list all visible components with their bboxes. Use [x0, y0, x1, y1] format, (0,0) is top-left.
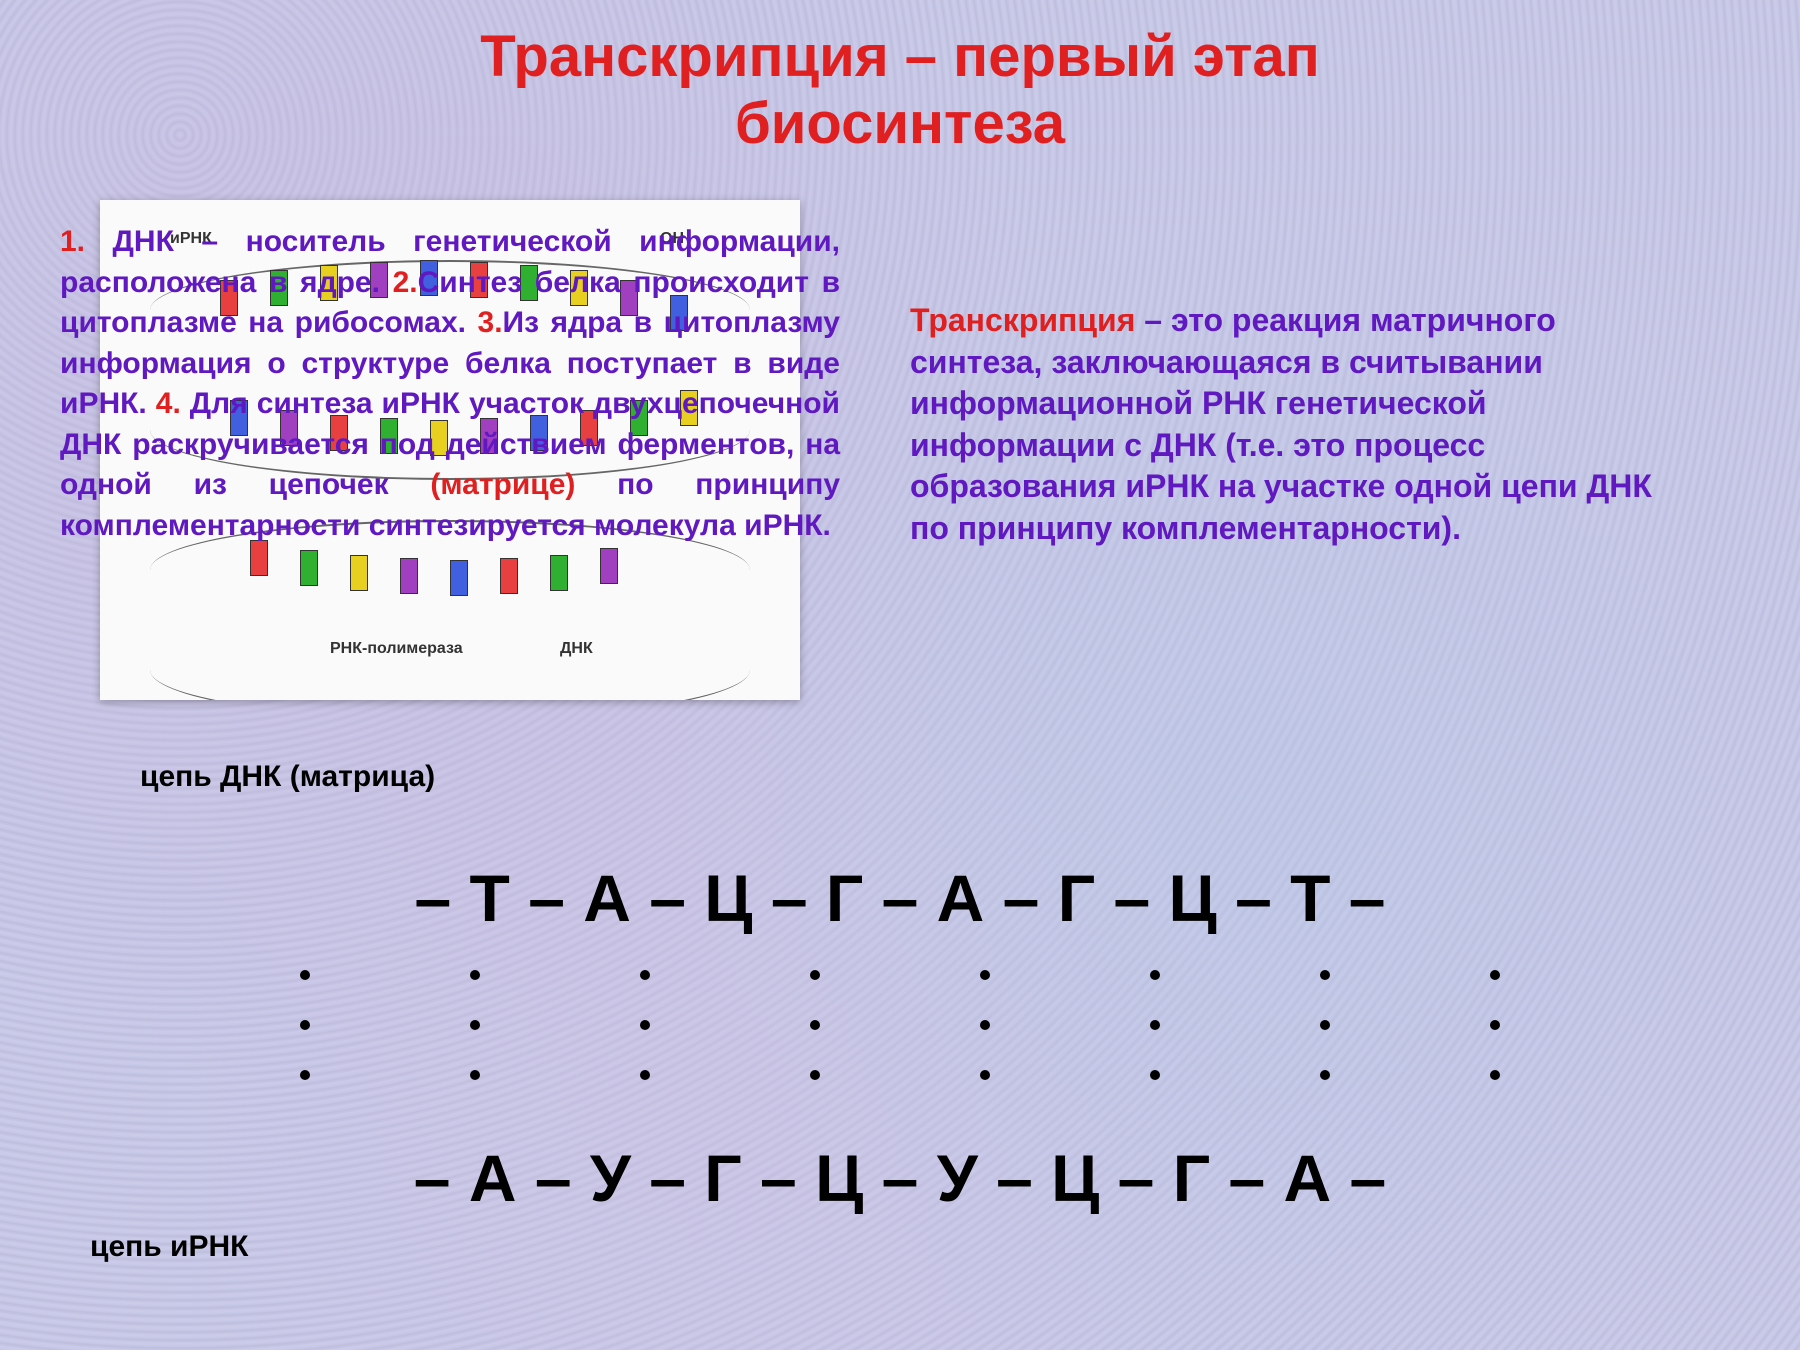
bond-dot	[640, 1070, 650, 1080]
diagram-label-polymerase: РНК-полимераза	[330, 640, 463, 658]
bond-dot	[470, 970, 480, 980]
bond-dot-column	[1150, 970, 1160, 1080]
num-2: 2.	[393, 266, 418, 299]
bond-dot	[980, 1020, 990, 1030]
nucleotide-icon	[500, 558, 518, 594]
bond-dot	[1150, 1070, 1160, 1080]
nucleotide-icon	[600, 548, 618, 584]
bond-dot-column	[980, 970, 990, 1080]
nucleotide-icon	[300, 550, 318, 586]
diagram-label-dnk: ДНК	[560, 640, 593, 658]
bond-dot	[1320, 1020, 1330, 1030]
bond-dot	[980, 1070, 990, 1080]
nucleotide-icon	[550, 555, 568, 591]
bond-dot	[640, 970, 650, 980]
nucleotide-icon	[400, 558, 418, 594]
definition-text: – это реакция матричного синтеза, заключ…	[910, 302, 1652, 546]
dnk-chain-label: цепь ДНК (матрица)	[140, 760, 435, 794]
bond-dot	[300, 1020, 310, 1030]
bond-dot	[1490, 1070, 1500, 1080]
irnk-chain: – А – У – Г – Ц – У – Ц – Г – А –	[0, 1140, 1800, 1216]
bond-dot-column	[470, 970, 480, 1080]
bond-dot	[470, 1020, 480, 1030]
hydrogen-bonds-dots	[180, 970, 1620, 1080]
title-line-2: биосинтеза	[735, 91, 1065, 156]
dnk-chain: – Т – А – Ц – Г – А – Г – Ц – Т –	[0, 860, 1800, 936]
bond-dot	[1150, 970, 1160, 980]
bond-dot	[1490, 970, 1500, 980]
bond-dot	[1490, 1020, 1500, 1030]
bond-dot-column	[640, 970, 650, 1080]
transcription-word: Транскрипция	[910, 302, 1135, 338]
num-3: 3.	[478, 306, 503, 339]
bond-dot	[810, 1020, 820, 1030]
left-body-text: 1. ДНК – носитель генетической информаци…	[60, 200, 840, 546]
bond-dot	[1320, 1070, 1330, 1080]
nucleotide-icon	[450, 560, 468, 596]
title-line-1: Транскрипция – первый этап	[480, 24, 1320, 89]
bond-dot	[640, 1020, 650, 1030]
bond-dot	[300, 1070, 310, 1080]
right-definition: Транскрипция – это реакция матричного си…	[910, 300, 1690, 550]
bond-dot	[980, 970, 990, 980]
nucleotide-icon	[350, 555, 368, 591]
bond-dot-column	[300, 970, 310, 1080]
bond-dot	[300, 970, 310, 980]
bond-dot	[810, 1070, 820, 1080]
slide-title: Транскрипция – первый этап биосинтеза	[0, 24, 1800, 157]
bond-dot-column	[1490, 970, 1500, 1080]
bond-dot	[470, 1070, 480, 1080]
left-column: иРНК ОН ДНК РНК-полимераза 1. ДНК – носи…	[60, 200, 840, 546]
matrix-word: (матрице)	[430, 468, 575, 501]
bond-dot-column	[1320, 970, 1330, 1080]
num-4: 4.	[156, 387, 181, 420]
irnk-chain-label: цепь иРНК	[90, 1230, 248, 1264]
num-1: 1.	[60, 225, 85, 258]
bond-dot-column	[810, 970, 820, 1080]
bond-dot	[1150, 1020, 1160, 1030]
bond-dot	[810, 970, 820, 980]
bond-dot	[1320, 970, 1330, 980]
